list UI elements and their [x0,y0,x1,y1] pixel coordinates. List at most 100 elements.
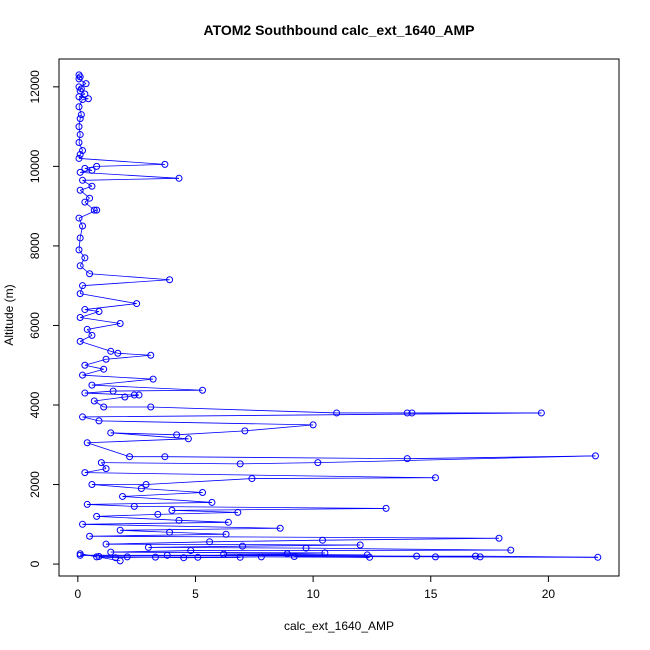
y-axis-label: Altitude (m) [2,284,16,345]
series-line-segment [176,430,245,436]
data-point [109,387,117,395]
series-line-segment [150,406,337,414]
data-point [130,502,138,510]
data-point [290,553,298,561]
series-line-segment [94,400,104,408]
series-line-segment [79,335,93,342]
data-point [175,174,183,182]
data-point [224,518,232,526]
data-point [135,391,143,399]
data-point [154,510,162,518]
series-line-segment [84,303,137,310]
data-point [79,96,87,104]
data-point [79,520,87,528]
series-line-segment [80,554,417,557]
series-line-segment [178,519,229,523]
series-line-segment [78,158,165,165]
data-point [137,485,145,493]
data-point [75,75,83,83]
data-point [382,504,390,512]
series-line-segment [78,126,81,135]
series-line-segment [91,484,142,489]
data-point [173,431,181,439]
data-point [163,551,171,559]
data-point [116,557,124,565]
series-line-segment [120,527,281,531]
data-point [83,500,91,508]
data-point [76,337,84,345]
series-line-segment [82,523,281,529]
series-line-segment [79,285,83,294]
data-point [234,508,242,516]
data-point [239,542,247,550]
y-tick-label: 0 [28,560,42,567]
data-point [133,300,141,308]
series-line-segment [171,507,387,511]
data-point [241,427,249,435]
x-axis-label: calc_ext_1640_AMP [284,619,394,633]
series-line-segment [209,539,323,543]
series-line-segment [78,134,81,143]
series-line-segment [96,513,158,517]
series-line-segment [79,225,83,239]
data-point [166,528,174,536]
series-line-segment [148,546,307,549]
y-tick-label: 10000 [28,149,42,183]
series-line-segment [79,189,90,199]
series-line-segment [134,506,387,509]
series-line-segment [113,389,203,392]
data-point [82,80,90,88]
data-point [79,222,87,230]
series-line-segment [84,167,93,171]
data-point [363,551,371,559]
data-point [81,306,89,314]
data-point [81,469,89,477]
data-point [76,186,84,194]
data-point [114,349,122,357]
data-point [88,331,96,339]
data-point [93,206,101,214]
data-point [476,553,484,561]
series-line-segment [82,374,154,380]
data-point [95,417,103,425]
data-point [257,553,265,561]
series-line-segment [86,329,93,336]
data-point [76,168,84,176]
data-point [90,397,98,405]
series-line-segment [82,279,170,287]
data-point [93,512,101,520]
data-point [79,282,87,290]
series-line-segment [78,118,81,127]
series-line-segment [84,358,107,366]
x-tick-label: 20 [542,587,556,601]
series-line-segment [115,556,156,559]
data-point [88,381,96,389]
data-point [81,254,89,262]
data-point [83,439,91,447]
data-point [413,552,421,560]
data-point [222,530,230,538]
y-tick-label: 4000 [28,391,42,418]
data-point [79,371,87,379]
data-point [199,386,207,394]
series-line-segment [80,293,137,304]
data-point [116,319,124,327]
data-point [594,553,602,561]
data-point [366,553,374,561]
data-point [76,234,84,242]
x-tick-label: 10 [306,587,320,601]
data-point [75,139,83,147]
series-line-segment [101,462,107,469]
data-point [314,459,322,467]
data-point [107,347,115,355]
series-line-segment [87,438,189,444]
series-line-segment [110,432,177,436]
data-point [88,166,96,174]
data-point [151,553,159,561]
data-point [79,413,87,421]
series-line-segment [89,535,500,539]
series-line-segment [78,142,83,151]
data-point [81,164,89,172]
series-line-segment [87,442,130,458]
